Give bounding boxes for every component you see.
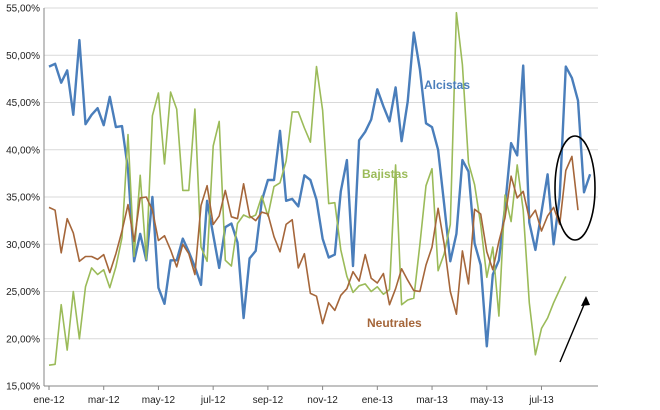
x-tick-label: mar-12 bbox=[88, 395, 120, 406]
y-tick-label: 20,00% bbox=[6, 334, 40, 345]
series-line-bajistas bbox=[48, 11, 567, 366]
annotation-bajistas: Bajistas bbox=[362, 167, 408, 181]
y-tick-label: 50,00% bbox=[6, 51, 40, 62]
y-tick-label: 55,00% bbox=[6, 4, 40, 15]
x-tick-label: sep-12 bbox=[253, 395, 284, 406]
grid-layer bbox=[44, 7, 598, 387]
annotation-neutrales: Neutrales bbox=[367, 316, 422, 330]
trend-arrow-line bbox=[559, 299, 587, 363]
x-tick-label: may-12 bbox=[142, 395, 176, 406]
series-line-neutrales bbox=[48, 155, 579, 325]
annotation-layer: Alcistas Bajistas Neutrales bbox=[362, 78, 596, 363]
axis-layer: 15,00% 20,00% 25,00% 30,00% 35,00% 40,00% 45,0… bbox=[6, 4, 598, 406]
x-tick-label: mar-13 bbox=[416, 395, 448, 406]
y-tick-label: 30,00% bbox=[6, 240, 40, 251]
x-tick-label: nov-12 bbox=[307, 395, 338, 406]
x-tick-label: jul-12 bbox=[200, 395, 226, 406]
highlight-ellipse bbox=[554, 135, 596, 241]
series-line-alcistas bbox=[48, 31, 592, 348]
series-layer bbox=[48, 11, 592, 366]
y-tick-label: 40,00% bbox=[6, 145, 40, 156]
annotation-alcistas: Alcistas bbox=[424, 78, 470, 92]
y-tick-label: 35,00% bbox=[6, 193, 40, 204]
trend-arrow-head bbox=[581, 296, 590, 306]
x-tick-label: ene-13 bbox=[362, 395, 394, 406]
x-tick-label: may-13 bbox=[470, 395, 504, 406]
x-tick-label: ene-12 bbox=[33, 395, 65, 406]
x-tick-label: jul-13 bbox=[528, 395, 554, 406]
y-tick-label: 45,00% bbox=[6, 98, 40, 109]
y-tick-label: 15,00% bbox=[6, 382, 40, 393]
y-tick-label: 25,00% bbox=[6, 287, 40, 298]
